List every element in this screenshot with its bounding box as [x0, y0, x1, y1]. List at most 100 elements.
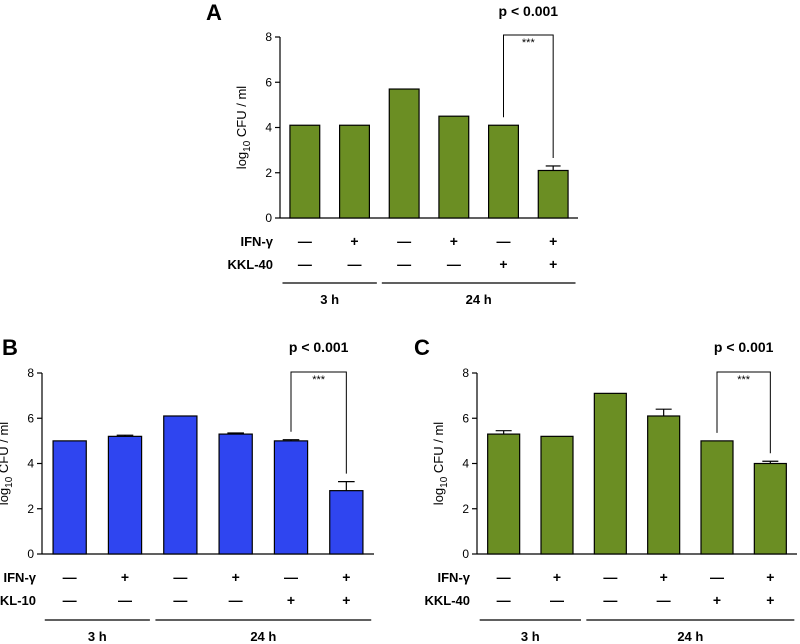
y-tick-label: 8 — [27, 366, 34, 380]
group-label: 3 h — [88, 629, 107, 644]
significance-stars: *** — [522, 37, 536, 49]
y-axis-label-subscript: 10 — [4, 476, 15, 488]
chart-panel-a: A 0 2 4 6 8 log10 CFU / ml *** p < 0.001 IFN-γ — + —… — [206, 0, 578, 307]
y-tick-label: 2 — [462, 502, 469, 516]
y-tick-label: 0 — [462, 547, 469, 561]
plus-symbol: + — [713, 592, 721, 608]
y-tick-label: 4 — [265, 121, 272, 135]
group-label: 24 h — [677, 629, 703, 644]
y-axis-label-log: log — [0, 488, 11, 505]
minus-symbol: — — [397, 233, 411, 249]
p-value-label: p < 0.001 — [714, 339, 774, 355]
minus-symbol: — — [447, 256, 461, 272]
y-axis-label-subscript: 10 — [242, 140, 253, 152]
plus-symbol: + — [766, 592, 774, 608]
bar — [593, 392, 627, 555]
p-value-label: p < 0.001 — [289, 339, 349, 355]
bar — [273, 440, 309, 555]
plus-symbol: + — [499, 256, 507, 272]
y-tick-label: 6 — [462, 411, 469, 425]
minus-symbol: — — [284, 569, 298, 585]
y-tick-label: 6 — [27, 411, 34, 425]
chart-panel-b: B 0 2 4 6 8 log10 CFU / ml *** p < 0.001 IFN-γ — + —… — [0, 335, 374, 644]
plus-symbol: + — [549, 256, 557, 272]
y-tick-label: 0 — [265, 211, 272, 225]
treatment-row-label: IFN-γ — [4, 570, 37, 585]
y-axis-label-log: log — [234, 152, 249, 169]
y-axis-label-unit: CFU / ml — [0, 422, 11, 477]
bar — [339, 124, 371, 219]
treatment-row-label: KKL-40 — [424, 593, 470, 608]
significance-stars: *** — [737, 374, 751, 386]
significance-bracket — [503, 34, 554, 158]
y-tick-label: 4 — [462, 457, 469, 471]
y-axis-label-subscript: 10 — [439, 476, 450, 488]
plus-symbol: + — [121, 569, 129, 585]
minus-symbol: — — [63, 592, 77, 608]
plus-symbol: + — [350, 233, 358, 249]
p-value-label: p < 0.001 — [499, 3, 559, 19]
y-tick-label: 8 — [462, 366, 469, 380]
treatment-row-label: IFN-γ — [241, 234, 274, 249]
significance-bracket — [290, 371, 347, 474]
bar — [487, 433, 521, 555]
panel-letter: A — [206, 0, 222, 25]
treatment-row-label: IFN-γ — [438, 570, 471, 585]
bar — [388, 88, 420, 219]
y-tick-label: 2 — [265, 166, 272, 180]
minus-symbol: — — [397, 256, 411, 272]
significance-bracket — [716, 371, 771, 454]
treatment-row-label: KKL-10 — [0, 593, 36, 608]
y-axis-label: log10 CFU / ml — [234, 86, 253, 169]
plus-symbol: + — [232, 569, 240, 585]
plus-symbol: + — [660, 569, 668, 585]
bar — [488, 124, 520, 219]
minus-symbol: — — [710, 569, 724, 585]
y-axis-label-unit: CFU / ml — [234, 86, 249, 141]
bar — [329, 490, 364, 555]
bar — [289, 124, 321, 219]
plus-symbol: + — [287, 592, 295, 608]
group-label: 3 h — [320, 292, 339, 307]
bar — [163, 415, 198, 555]
group-label: 24 h — [466, 292, 492, 307]
plus-symbol: + — [549, 233, 557, 249]
minus-symbol: — — [550, 592, 564, 608]
minus-symbol: — — [657, 592, 671, 608]
bar — [647, 415, 681, 555]
minus-symbol: — — [603, 592, 617, 608]
minus-symbol: — — [603, 569, 617, 585]
plus-symbol: + — [342, 592, 350, 608]
y-axis-label-unit: CFU / ml — [431, 422, 446, 477]
y-tick-label: 4 — [27, 457, 34, 471]
minus-symbol: — — [497, 233, 511, 249]
panel-letter: B — [2, 335, 18, 360]
y-tick-label: 2 — [27, 502, 34, 516]
bar — [107, 435, 143, 555]
minus-symbol: — — [497, 592, 511, 608]
bar — [753, 462, 787, 555]
plus-symbol: + — [342, 569, 350, 585]
y-axis-label: log10 CFU / ml — [0, 422, 15, 505]
minus-symbol: — — [348, 256, 362, 272]
minus-symbol: — — [173, 592, 187, 608]
minus-symbol: — — [497, 569, 511, 585]
panel-letter: C — [414, 335, 430, 360]
bar — [537, 169, 569, 219]
bar — [52, 440, 87, 555]
y-tick-label: 8 — [265, 30, 272, 44]
group-label: 24 h — [250, 629, 276, 644]
y-tick-label: 6 — [265, 75, 272, 89]
minus-symbol: — — [229, 592, 243, 608]
minus-symbol: — — [118, 592, 132, 608]
bar — [540, 435, 574, 555]
minus-symbol: — — [63, 569, 77, 585]
minus-symbol: — — [173, 569, 187, 585]
plus-symbol: + — [766, 569, 774, 585]
bar — [218, 433, 253, 555]
y-axis-label: log10 CFU / ml — [431, 422, 450, 505]
minus-symbol: — — [298, 233, 312, 249]
treatment-row-label: KKL-40 — [227, 257, 273, 272]
group-label: 3 h — [521, 629, 540, 644]
